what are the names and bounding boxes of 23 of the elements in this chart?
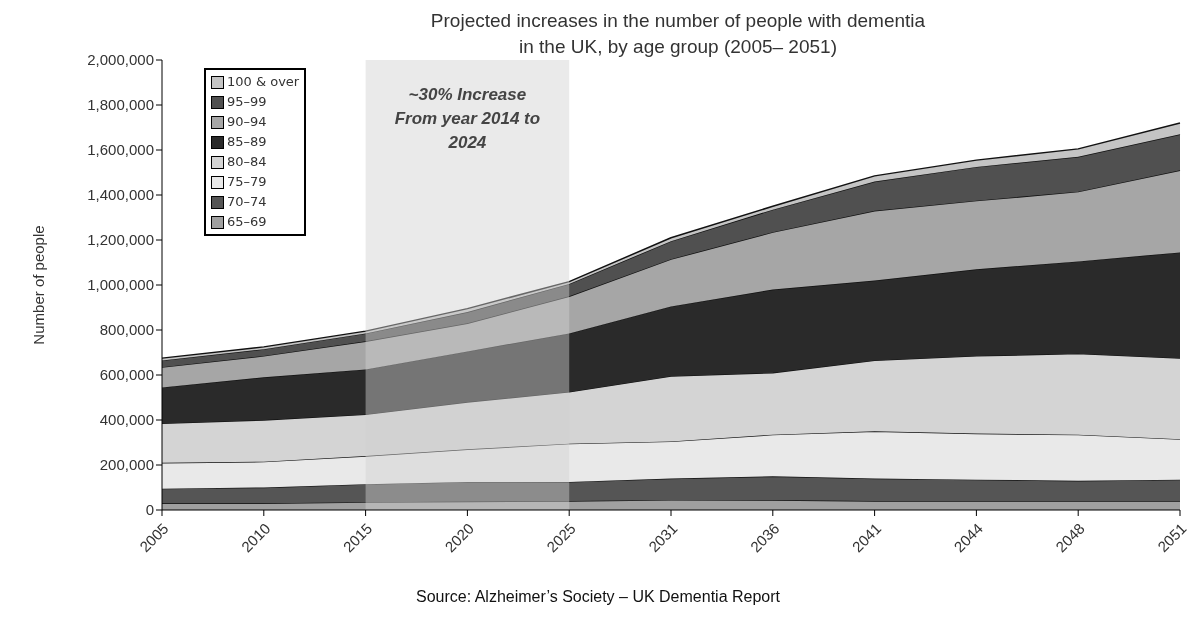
legend-label: 85–89 bbox=[227, 133, 267, 151]
band-label: ~30% Increase From year 2014 to 2024 bbox=[394, 85, 541, 152]
y-axis-title: Number of people bbox=[30, 225, 48, 345]
legend-label: 70–74 bbox=[227, 193, 267, 211]
y-tick-label: 0 bbox=[145, 501, 154, 519]
legend-label: 75–79 bbox=[227, 173, 267, 191]
y-tick-label: 1,800,000 bbox=[87, 96, 154, 114]
y-tick-label: 1,000,000 bbox=[87, 276, 154, 294]
legend-label: 65–69 bbox=[227, 213, 267, 231]
legend-label: 80–84 bbox=[227, 153, 267, 171]
y-tick-label: 600,000 bbox=[99, 366, 154, 384]
legend-label: 95–99 bbox=[227, 93, 267, 111]
source-note: Source: Alzheimer’s Society – UK Dementia Report bbox=[415, 588, 781, 606]
y-tick-label: 2,000,000 bbox=[87, 51, 154, 69]
legend-label: 90–94 bbox=[227, 113, 267, 131]
y-tick-label: 1,200,000 bbox=[87, 231, 154, 249]
y-tick-label: 400,000 bbox=[99, 411, 154, 429]
y-tick-label: 200,000 bbox=[99, 456, 154, 474]
y-tick-label: 1,400,000 bbox=[87, 186, 154, 204]
y-tick-label: 1,600,000 bbox=[87, 141, 154, 159]
chart-title: Projected increases in the number of people with dementia in the UK, by age group (2005– 2051) bbox=[429, 9, 927, 59]
legend-label: 100 & over bbox=[227, 73, 300, 91]
y-tick-label: 800,000 bbox=[99, 321, 154, 339]
